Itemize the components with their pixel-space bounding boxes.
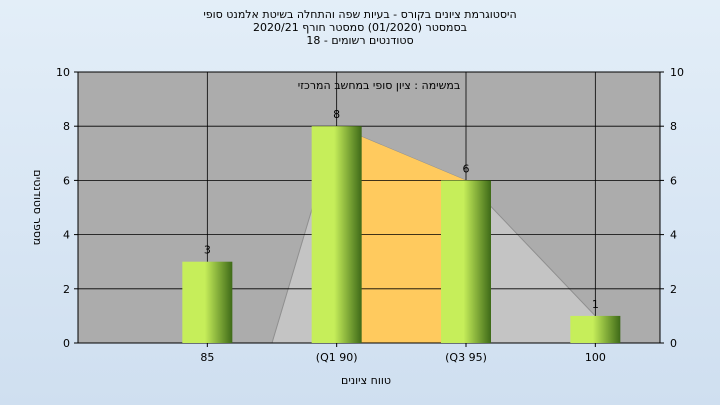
x-tick-label: 85 (200, 351, 214, 364)
title-line-2: בסמסטר (01/2020) סמסטר חורף 2020/21 (253, 21, 467, 34)
y-tick-label-left: 4 (63, 229, 70, 242)
y-tick-label-left: 2 (63, 283, 70, 296)
y-tick-label-left: 6 (63, 174, 70, 187)
y-tick-label-right: 4 (670, 229, 677, 242)
x-axis-title: טווח ציונים (341, 374, 391, 387)
y-tick-label-right: 6 (670, 174, 677, 187)
x-tick-label: (Q1 90) (316, 351, 358, 364)
x-tick-label: (Q3 95) (445, 351, 487, 364)
data-label: 6 (463, 162, 470, 175)
bar (570, 315, 621, 343)
y-tick-label-right: 2 (670, 283, 677, 296)
y-tick-label-left: 0 (63, 337, 70, 350)
chart-title: היסטוגרמת ציונים בקורס - בעיות שפה והתחל… (0, 8, 720, 47)
title-line-3: סטודנטים רשומים - 18 (306, 34, 414, 47)
plot-border (77, 71, 661, 344)
x-tick-label: 100 (585, 351, 606, 364)
bar (441, 180, 491, 343)
data-label: 8 (333, 108, 340, 121)
chart-annotation: במשימה : ציון סופי במחשב המרכזי (298, 79, 461, 92)
y-tick-label-left: 8 (63, 120, 70, 133)
bar (311, 126, 362, 343)
y-tick-label-left: 10 (56, 66, 70, 79)
data-label: 1 (592, 298, 599, 311)
y-axis-title: מספר סטודנטים (31, 170, 44, 246)
y-tick-label-right: 0 (670, 337, 677, 350)
y-tick-label-right: 8 (670, 120, 677, 133)
bar (182, 261, 233, 343)
y-tick-label-right: 10 (670, 66, 684, 79)
data-label: 3 (204, 244, 211, 257)
title-line-1: היסטוגרמת ציונים בקורס - בעיות שפה והתחל… (203, 8, 517, 21)
